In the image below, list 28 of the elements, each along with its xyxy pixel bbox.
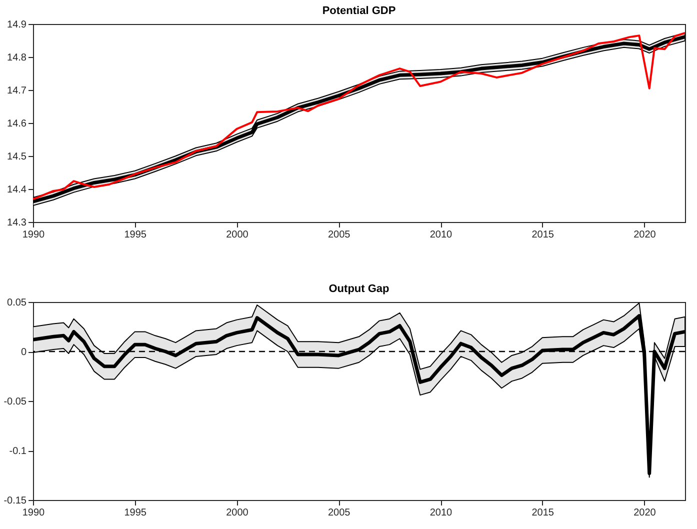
- y-tick-label: -0.05: [4, 396, 27, 408]
- chart-title: Output Gap: [328, 283, 390, 295]
- x-tick-label: 2010: [430, 508, 453, 518]
- y-tick-label: 14.5: [7, 152, 27, 162]
- y-tick-label: 14.8: [7, 52, 27, 64]
- y-tick-label: 14.3: [7, 218, 27, 228]
- x-tick-label: 2015: [532, 230, 554, 240]
- x-tick-label: 2015: [532, 508, 554, 518]
- chart-title: Potential GDP: [322, 5, 396, 17]
- y-tick-label: 14.4: [7, 184, 27, 196]
- x-tick-label: 2010: [430, 230, 453, 240]
- x-tick-label: 2000: [226, 508, 249, 518]
- x-tick-label: 2020: [634, 230, 656, 240]
- y-tick-label: 14.6: [7, 118, 27, 130]
- y-tick-label: 0: [20, 347, 27, 358]
- x-tick-label: 1990: [22, 508, 46, 518]
- x-tick-label: 2005: [328, 508, 351, 518]
- x-tick-label: 1995: [124, 230, 147, 240]
- x-tick-label: 1995: [124, 508, 147, 518]
- y-tick-label: 14.7: [7, 86, 27, 96]
- y-tick-label: -0.1: [9, 446, 27, 457]
- x-tick-label: 2005: [328, 230, 351, 240]
- y-tick-label: 14.9: [7, 20, 27, 30]
- x-tick-label: 1990: [22, 230, 46, 240]
- y-tick-label: 0.05: [7, 298, 27, 308]
- y-tick-label: -0.15: [4, 496, 27, 506]
- x-tick-label: 2020: [634, 508, 656, 518]
- x-tick-label: 2000: [226, 230, 249, 240]
